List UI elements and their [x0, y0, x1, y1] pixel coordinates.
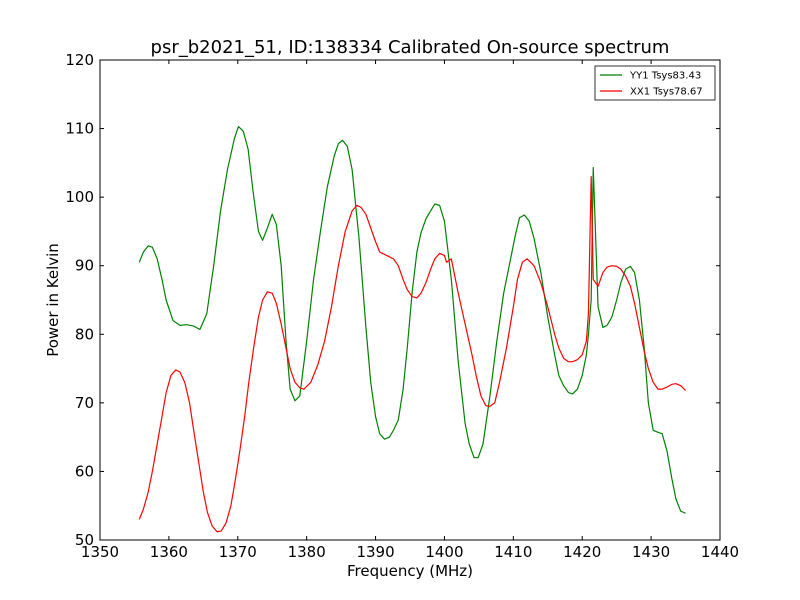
x-tick-label: 1390 [356, 543, 394, 561]
legend: YY1 Tsys83.43 XX1 Tsys78.67 [594, 65, 716, 101]
y-tick-label: 70 [75, 394, 94, 412]
plot-area [100, 60, 720, 540]
x-axis-label: Frequency (MHz) [347, 562, 473, 580]
y-tick-label: 90 [75, 257, 94, 275]
y-tick-label: 80 [75, 325, 94, 343]
chart-title: psr_b2021_51, ID:138334 Calibrated On-so… [151, 37, 670, 58]
y-axis: 50 60 70 80 90 100 110 120 [65, 51, 720, 549]
series-line-yy1 [138, 125, 686, 514]
x-tick-label: 1440 [701, 543, 739, 561]
plot-frame [99, 59, 721, 541]
y-tick-label: 60 [75, 462, 94, 480]
x-tick-label: 1420 [563, 543, 601, 561]
y-tick-label: 50 [75, 531, 94, 549]
x-axis: 1350 1360 1370 1380 1390 1400 1410 1420 1430 1440 [81, 60, 739, 561]
y-tick-label: 120 [65, 51, 94, 69]
y-tick-label: 110 [65, 120, 94, 138]
x-tick-label: 1430 [632, 543, 670, 561]
legend-box [594, 65, 716, 101]
series-layer [138, 125, 686, 533]
x-tick-label: 1350 [81, 543, 119, 561]
y-axis-label: Power in Kelvin [44, 243, 62, 357]
x-tick-label: 1400 [425, 543, 463, 561]
legend-label-yy1: YY1 Tsys83.43 [629, 71, 701, 82]
y-tick-label: 100 [65, 188, 94, 206]
legend-label-xx1: XX1 Tsys78.67 [630, 87, 703, 98]
x-tick-label: 1410 [494, 543, 532, 561]
x-tick-label: 1360 [150, 543, 188, 561]
x-tick-label: 1370 [219, 543, 257, 561]
series-line-xx1 [138, 175, 686, 533]
x-tick-label: 1380 [288, 543, 326, 561]
